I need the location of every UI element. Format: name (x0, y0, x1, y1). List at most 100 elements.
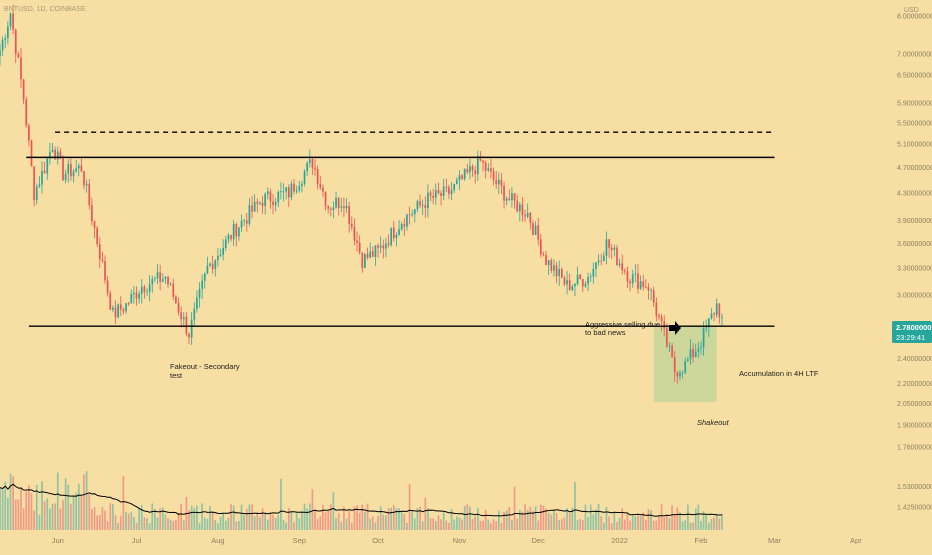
candle-body (568, 280, 571, 291)
candle-body (658, 315, 660, 318)
candle-body (450, 190, 453, 195)
candle-body (308, 159, 311, 163)
candle-body (597, 260, 600, 263)
volume-bar (280, 478, 282, 530)
candle-body (314, 167, 316, 170)
candle-body (587, 277, 589, 284)
volume-bar (274, 518, 277, 530)
candle-body (453, 184, 456, 191)
candle-body (167, 276, 169, 285)
volume-bar (33, 510, 35, 530)
volume-bar (156, 517, 159, 530)
volume-bar (227, 517, 230, 530)
time-tick-label: Mar (768, 536, 781, 545)
candle-body (500, 179, 503, 186)
candle-body (681, 372, 684, 374)
volume-bar (251, 504, 253, 530)
volume-bar (193, 508, 196, 530)
candle-body (14, 29, 17, 55)
volume-bar (542, 505, 545, 530)
candle-body (602, 255, 605, 262)
candle-body (655, 302, 658, 316)
candle-body (479, 156, 482, 161)
volume-bar (285, 522, 288, 530)
candle-body (358, 242, 361, 253)
price-tick-label: 5.50000000 (897, 120, 932, 127)
candle-body (28, 125, 30, 141)
volume-bar (348, 510, 351, 530)
volume-bar (125, 511, 127, 530)
candle-body (17, 54, 20, 58)
currency-label: USD (904, 7, 919, 14)
candle-body (190, 319, 193, 338)
candle-body (316, 169, 319, 185)
candle-body (395, 234, 398, 239)
candle-body (613, 247, 616, 250)
candle-body (424, 205, 427, 209)
candle-body (513, 193, 516, 201)
volume-bar (492, 519, 495, 530)
candle-body (448, 187, 450, 195)
candle-body (713, 313, 715, 315)
candle-body (232, 223, 235, 240)
volume-bar (43, 501, 46, 530)
candle-body (705, 327, 708, 329)
candle-body (550, 260, 553, 271)
volume-bar (592, 514, 595, 530)
candle-body (143, 286, 146, 292)
price-tick-label: 5.10000000 (897, 142, 932, 149)
candle-body (571, 286, 574, 291)
volume-bar (637, 515, 639, 530)
volume-bar (461, 519, 463, 530)
volume-bar (133, 517, 135, 530)
volume-bar (671, 505, 673, 530)
time-axis[interactable]: Jun Jul Aug Sep Oct Nov Dec 2022 Feb Mar Apr (52, 536, 862, 545)
volume-bar (602, 522, 605, 530)
volume-bar (329, 504, 332, 530)
volume-bar (534, 506, 537, 530)
candle-body (445, 186, 448, 188)
candle-body (442, 186, 445, 197)
candle-body (469, 166, 471, 173)
candle-body (416, 201, 419, 210)
volume-bar (75, 492, 77, 530)
volume-bar (148, 523, 151, 530)
candle-body (209, 263, 211, 266)
level-line-layer[interactable] (26, 131, 775, 327)
volume-bar (411, 511, 414, 530)
candle-body (605, 239, 608, 256)
candle-body (589, 276, 592, 278)
price-axis[interactable]: USD 8.00000000 7.00000000 6.50000000 5.9000… (892, 7, 932, 511)
volume-bar (421, 521, 424, 530)
volume-bar (114, 515, 117, 530)
volume-bar (62, 500, 64, 530)
price-tick-label: 3.60000000 (897, 241, 932, 248)
volume-bar (576, 519, 579, 530)
volume-bar (547, 512, 550, 530)
candle-body (117, 304, 119, 318)
volume-bar (668, 517, 671, 530)
candle-body (385, 243, 387, 249)
candle-body (532, 223, 534, 235)
price-tick-label: 1.90000000 (897, 423, 932, 430)
candle-body (697, 348, 700, 352)
volume-bar (9, 473, 12, 530)
volume-bar (442, 512, 445, 530)
candle-body (298, 186, 301, 191)
time-tick-label: 2022 (611, 536, 628, 545)
candle-body (671, 345, 673, 357)
candle-body (169, 283, 172, 285)
volume-bar (597, 503, 600, 530)
volume-bar (476, 507, 479, 530)
volume-bar (364, 511, 366, 530)
candle-body (156, 272, 159, 279)
fakeout-annotation: Fakeout - Secondary test (170, 362, 242, 380)
candle-body (280, 191, 282, 193)
right-arrow-icon (669, 321, 681, 335)
candle-body (30, 140, 33, 167)
candle-body (172, 283, 175, 297)
volume-bar (416, 508, 419, 530)
volume-bar (198, 523, 201, 530)
